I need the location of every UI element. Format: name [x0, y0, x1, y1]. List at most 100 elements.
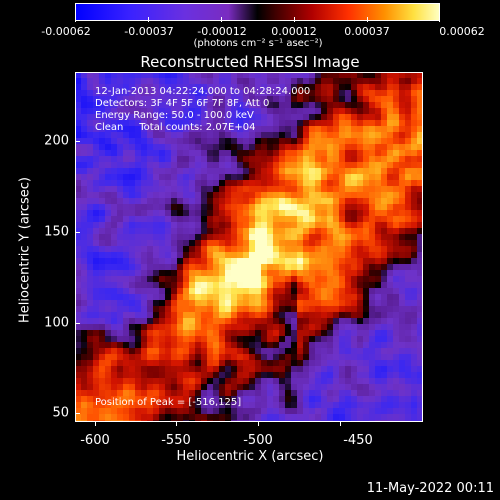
heatmap-pixel	[129, 390, 135, 396]
heatmap-pixel	[363, 258, 369, 264]
heatmap-pixel	[303, 282, 309, 288]
heatmap-pixel	[165, 318, 171, 324]
heatmap-pixel	[327, 234, 333, 240]
heatmap-pixel	[225, 186, 231, 192]
heatmap-pixel	[381, 312, 387, 318]
heatmap-pixel	[183, 144, 189, 150]
heatmap-pixel	[153, 294, 159, 300]
heatmap-pixel	[411, 102, 417, 108]
heatmap-pixel	[369, 102, 375, 108]
heatmap-pixel	[357, 408, 363, 414]
heatmap-pixel	[135, 126, 141, 132]
heatmap-pixel	[267, 276, 273, 282]
heatmap-pixel	[351, 144, 357, 150]
heatmap-pixel	[219, 156, 225, 162]
heatmap-pixel	[87, 90, 93, 96]
heatmap-pixel	[255, 354, 261, 360]
heatmap-pixel	[255, 132, 261, 138]
heatmap-pixel	[315, 174, 321, 180]
heatmap-pixel	[225, 108, 231, 114]
heatmap-pixel	[333, 180, 339, 186]
heatmap-pixel	[105, 180, 111, 186]
heatmap-pixel	[201, 276, 207, 282]
heatmap-pixel	[267, 78, 273, 84]
heatmap-pixel	[189, 162, 195, 168]
x-tick	[176, 421, 177, 426]
heatmap-pixel	[363, 144, 369, 150]
heatmap-pixel	[141, 270, 147, 276]
heatmap-pixel	[237, 216, 243, 222]
heatmap-pixel	[315, 126, 321, 132]
heatmap-pixel	[141, 108, 147, 114]
heatmap-pixel	[147, 246, 153, 252]
heatmap-pixel	[291, 294, 297, 300]
y-tick-label: 200	[44, 133, 69, 149]
heatmap-pixel	[87, 210, 93, 216]
heatmap-pixel	[159, 90, 165, 96]
plot-frame	[75, 72, 423, 422]
heatmap-pixel	[261, 78, 267, 84]
heatmap-pixel	[189, 264, 195, 270]
heatmap-pixel	[207, 186, 213, 192]
heatmap-pixel	[369, 78, 375, 84]
heatmap-pixel	[375, 132, 381, 138]
heatmap-pixel	[417, 144, 423, 150]
heatmap-pixel	[393, 354, 399, 360]
heatmap-pixel	[219, 324, 225, 330]
heatmap-pixel	[249, 210, 255, 216]
heatmap-pixel	[195, 300, 201, 306]
heatmap-pixel	[147, 390, 153, 396]
heatmap-pixel	[207, 294, 213, 300]
heatmap-pixel	[369, 378, 375, 384]
heatmap-pixel	[315, 144, 321, 150]
heatmap-pixel	[333, 312, 339, 318]
heatmap-pixel	[249, 408, 255, 414]
heatmap-pixel	[321, 138, 327, 144]
heatmap-pixel	[237, 300, 243, 306]
heatmap-pixel	[291, 162, 297, 168]
heatmap-pixel	[207, 390, 213, 396]
heatmap-pixel	[99, 120, 105, 126]
heatmap-pixel	[333, 96, 339, 102]
heatmap-pixel	[189, 342, 195, 348]
heatmap-pixel	[237, 72, 243, 78]
heatmap-pixel	[351, 198, 357, 204]
heatmap-pixel	[279, 72, 285, 78]
heatmap-pixel	[249, 330, 255, 336]
heatmap-pixel	[93, 282, 99, 288]
heatmap-pixel	[105, 390, 111, 396]
heatmap-pixel	[165, 150, 171, 156]
heatmap-pixel	[93, 378, 99, 384]
heatmap-pixel	[339, 396, 345, 402]
heatmap-pixel	[297, 270, 303, 276]
heatmap-pixel	[153, 390, 159, 396]
heatmap-pixel	[315, 282, 321, 288]
heatmap-pixel	[381, 246, 387, 252]
heatmap-pixel	[417, 186, 423, 192]
heatmap-pixel	[111, 198, 117, 204]
heatmap-pixel	[261, 198, 267, 204]
heatmap-pixel	[165, 192, 171, 198]
heatmap-pixel	[183, 414, 189, 420]
heatmap-pixel	[135, 90, 141, 96]
heatmap-pixel	[195, 384, 201, 390]
heatmap-pixel	[339, 372, 345, 378]
heatmap-pixel	[393, 330, 399, 336]
heatmap-pixel	[261, 150, 267, 156]
heatmap-pixel	[309, 138, 315, 144]
heatmap-pixel	[291, 126, 297, 132]
heatmap-pixel	[315, 228, 321, 234]
heatmap-pixel	[345, 186, 351, 192]
heatmap-pixel	[273, 84, 279, 90]
heatmap-pixel	[393, 108, 399, 114]
heatmap-pixel	[417, 300, 423, 306]
heatmap-pixel	[219, 72, 225, 78]
heatmap-pixel	[243, 210, 249, 216]
heatmap-pixel	[255, 102, 261, 108]
heatmap-pixel	[105, 294, 111, 300]
heatmap-pixel	[165, 354, 171, 360]
heatmap-pixel	[417, 150, 423, 156]
heatmap-pixel	[195, 258, 201, 264]
heatmap-pixel	[333, 234, 339, 240]
heatmap-pixel	[75, 192, 81, 198]
